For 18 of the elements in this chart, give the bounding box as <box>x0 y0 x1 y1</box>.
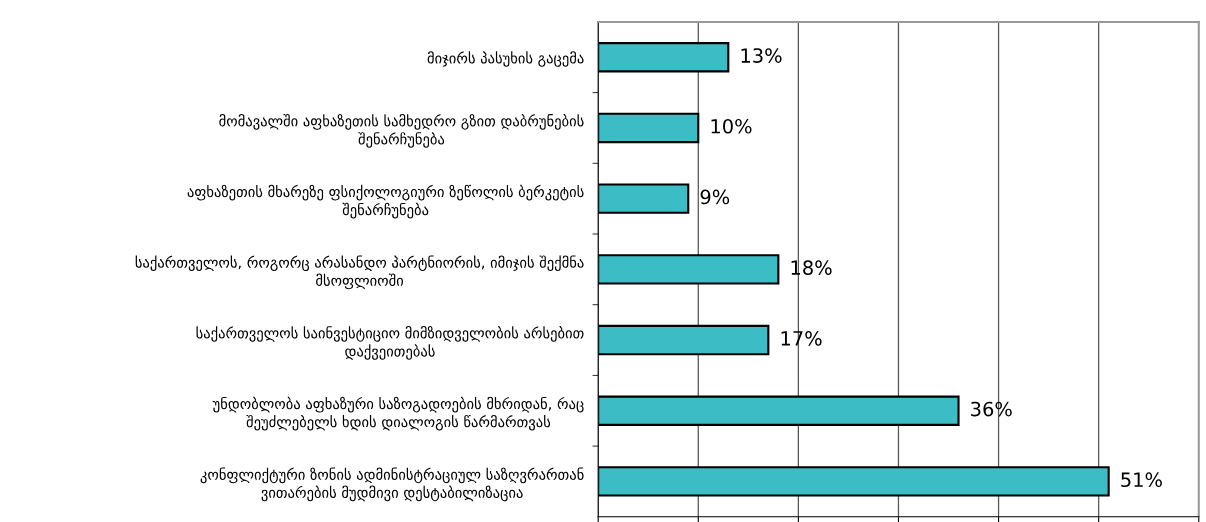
y-tick-label: მიჯირს პასუხის გაცემა <box>427 51 584 67</box>
bar <box>598 42 730 73</box>
y-tick-label: კონფლიქტური ზონის ადმინისტრაციულ საზღვრართან ვითარების მუდმივი დესტაბილიზაცია <box>200 467 584 502</box>
y-tick-label: აფხაზეთის მხარეზე ფსიქოლოგიური ზეწოლის ბერკეტის შენარჩუნება <box>187 184 584 219</box>
data-label: 10% <box>711 118 752 134</box>
y-tick-label: საქართველოს, როგორც არასანდო პარტნიორის, იმიჯის შექმნა მსოფლიოში <box>135 255 584 290</box>
bar <box>598 395 960 426</box>
bar <box>598 254 780 285</box>
y-tick-label: მომავალში აფხაზეთის სამხედრო გზით დაბრუნების შენარჩუნება <box>219 114 584 148</box>
y-tick-label: უნდობლობა აფხაზური საზოგადოების მხრიდან, რაც შეუძლებელს ხდის დიალოგის წარმართვას <box>212 396 584 431</box>
bar <box>598 324 770 356</box>
data-label: 13% <box>741 48 782 63</box>
data-label: 9% <box>700 189 730 205</box>
y-tick-label: საქართველოს საინვესტიციო მიმზიდველობის არსებით დაქვეითებას <box>196 326 584 360</box>
bar <box>598 466 1110 497</box>
bar <box>598 183 690 214</box>
bar <box>598 112 700 144</box>
data-label: 51% <box>1121 472 1162 488</box>
